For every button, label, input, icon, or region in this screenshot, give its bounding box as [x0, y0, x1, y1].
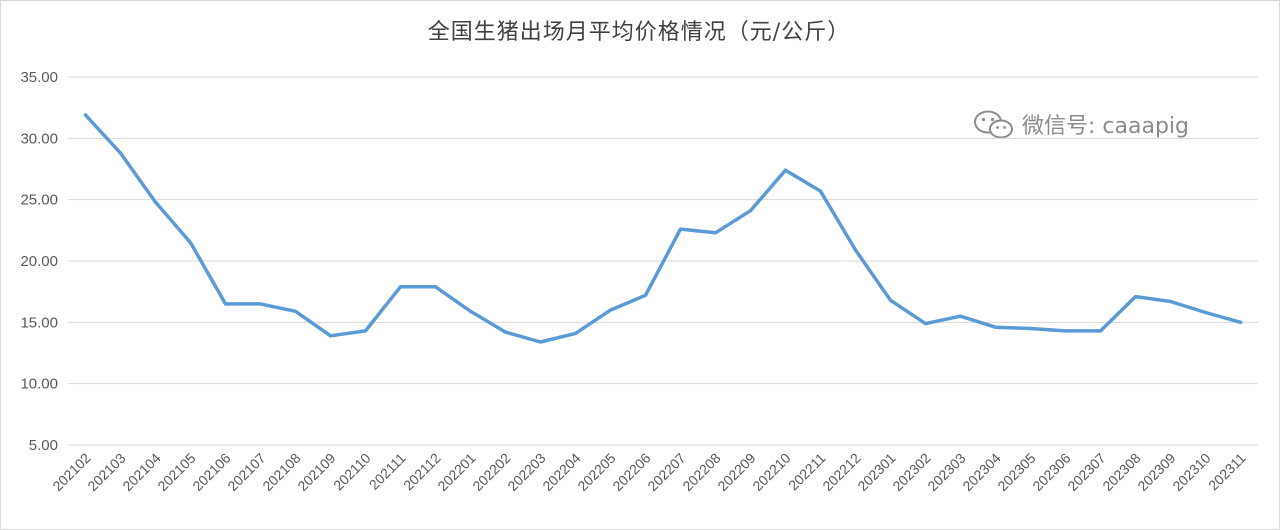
y-tick-label: 15.00 — [20, 314, 58, 331]
data-point — [748, 209, 753, 213]
data-point — [958, 314, 963, 318]
x-tick-label: 202302 — [889, 450, 933, 494]
x-tick-label: 202204 — [539, 450, 583, 494]
data-point — [503, 330, 508, 334]
data-point — [398, 285, 403, 289]
y-tick-label: 10.00 — [20, 376, 58, 393]
x-tick-label: 202202 — [469, 450, 513, 494]
data-point — [993, 325, 998, 329]
x-tick-label: 202307 — [1064, 450, 1108, 494]
x-tick-label: 202203 — [504, 450, 548, 494]
data-point — [573, 331, 578, 335]
x-tick-label: 202305 — [994, 450, 1038, 494]
x-tick-label: 202304 — [959, 450, 1003, 494]
data-point — [118, 151, 123, 155]
x-tick-label: 202209 — [714, 450, 758, 494]
x-tick-label: 202306 — [1029, 450, 1073, 494]
data-point — [153, 200, 158, 204]
x-tick-label: 202206 — [609, 450, 653, 494]
y-tick-label: 5.00 — [29, 437, 58, 454]
data-point — [853, 248, 858, 252]
y-tick-label: 25.00 — [20, 192, 58, 209]
data-point — [293, 309, 298, 313]
data-point — [1238, 320, 1243, 324]
data-point — [643, 293, 648, 297]
x-tick-label: 202210 — [749, 450, 793, 494]
data-point — [888, 298, 893, 302]
wechat-icon — [974, 110, 1013, 139]
data-point — [923, 321, 928, 326]
data-point — [1028, 326, 1033, 331]
x-tick-label: 202308 — [1099, 450, 1143, 494]
watermark: 微信号: caaapig — [972, 108, 1189, 140]
data-point — [328, 334, 333, 338]
data-point — [1203, 310, 1208, 315]
x-tick-label: 202108 — [259, 450, 303, 494]
x-tick-label: 202301 — [854, 450, 898, 494]
data-point — [188, 241, 193, 245]
chart-title: 全国生猪出场月平均价格情况（元/公斤） — [427, 20, 851, 45]
data-point — [678, 227, 683, 231]
x-tick-label: 202311 — [1205, 450, 1249, 494]
data-point — [783, 168, 788, 172]
data-point — [1063, 329, 1068, 333]
x-tick-label: 202104 — [119, 450, 163, 494]
data-point — [713, 231, 718, 235]
x-tick-label: 202207 — [644, 450, 688, 494]
data-point — [1168, 299, 1173, 304]
data-point — [258, 302, 263, 306]
watermark-text: 微信号: caaapig — [1022, 114, 1189, 139]
data-point — [363, 329, 368, 333]
y-tick-label: 35.00 — [20, 69, 58, 86]
x-tick-label: 202107 — [224, 450, 268, 494]
x-tick-label: 202103 — [84, 450, 128, 494]
x-tick-label: 202111 — [366, 450, 409, 493]
data-point — [433, 285, 438, 289]
x-tick-label: 202303 — [924, 450, 968, 494]
x-tick-label: 202110 — [330, 450, 374, 494]
y-tick-label: 30.00 — [20, 130, 58, 147]
data-point — [818, 189, 823, 193]
y-tick-label: 20.00 — [20, 253, 58, 270]
x-tick-label: 202105 — [154, 450, 198, 494]
data-point — [468, 309, 473, 313]
x-tick-label: 202106 — [189, 450, 233, 494]
x-tick-label: 202212 — [819, 450, 863, 494]
data-point — [1098, 329, 1103, 333]
data-point — [223, 302, 228, 306]
data-point — [83, 113, 88, 117]
x-tick-label: 202208 — [679, 450, 723, 494]
x-tick-label: 202205 — [574, 450, 618, 494]
x-tick-label: 202109 — [294, 450, 338, 494]
x-tick-label: 202102 — [49, 450, 93, 494]
series-line — [83, 113, 1243, 344]
x-tick-label: 202310 — [1169, 450, 1213, 494]
x-tick-label: 202201 — [434, 450, 478, 494]
data-point — [538, 340, 543, 344]
data-point — [1133, 294, 1138, 299]
x-tick-label: 202309 — [1134, 450, 1178, 494]
data-point — [608, 308, 613, 312]
